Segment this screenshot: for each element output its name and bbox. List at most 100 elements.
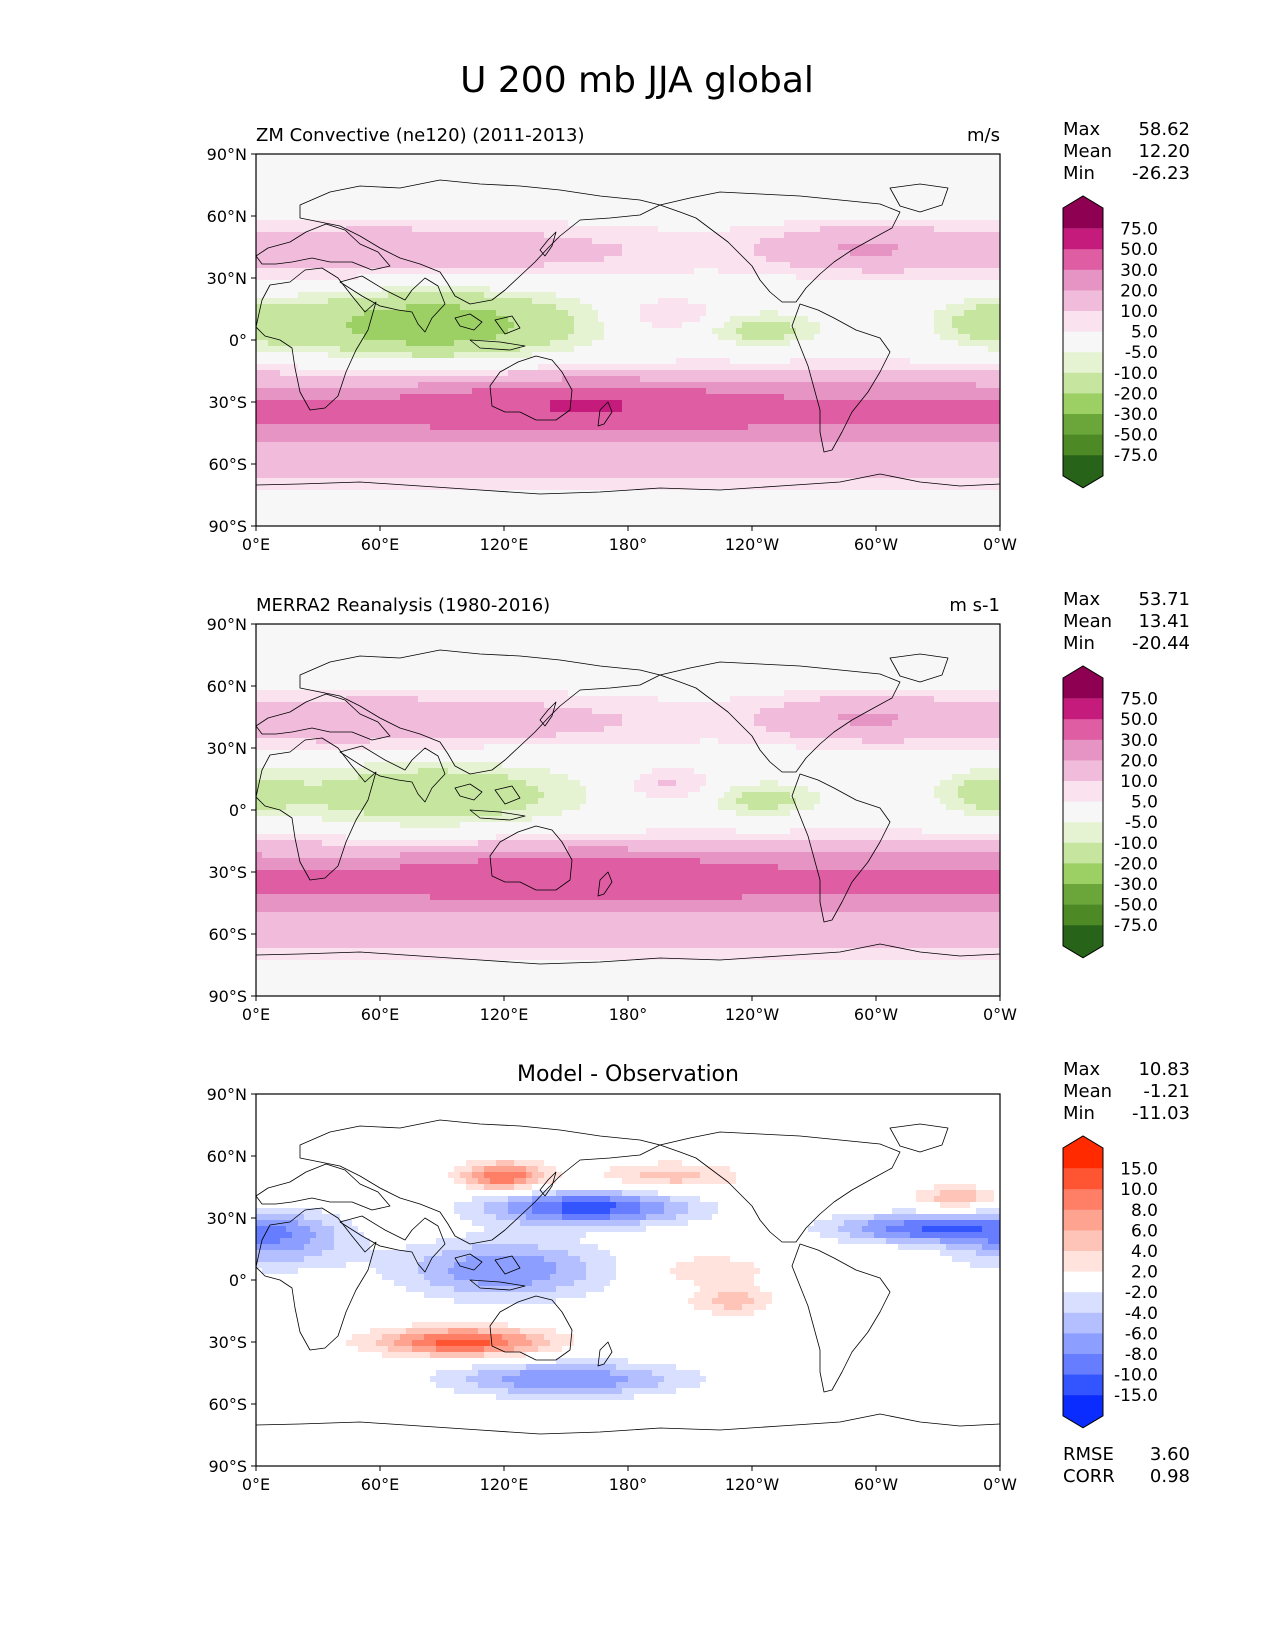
field-cell	[790, 382, 797, 389]
field-cell	[910, 226, 917, 233]
field-cell	[466, 382, 473, 389]
field-cell	[526, 262, 533, 269]
field-cell	[658, 256, 665, 263]
field-cell	[790, 232, 797, 239]
field-cell	[586, 274, 593, 281]
field-cell	[334, 286, 341, 293]
field-cell	[682, 322, 689, 329]
field-cell	[292, 328, 299, 335]
field-cell	[628, 382, 635, 389]
field-cell	[640, 262, 647, 269]
field-cell	[478, 160, 485, 167]
field-cell	[616, 226, 623, 233]
field-cell	[610, 364, 617, 371]
field-cell	[376, 202, 383, 209]
field-cell	[754, 328, 761, 335]
field-cell	[394, 160, 401, 167]
field-cell	[874, 196, 881, 203]
field-cell	[556, 376, 563, 383]
field-cell	[718, 352, 725, 359]
field-cell	[664, 250, 671, 257]
field-cell	[352, 178, 359, 185]
field-cell	[358, 232, 365, 239]
field-cell	[994, 196, 1000, 203]
field-cell	[982, 280, 989, 287]
field-cell	[994, 154, 1000, 161]
field-cell	[406, 226, 413, 233]
field-cell	[904, 250, 911, 257]
field-cell	[754, 232, 761, 239]
field-cell	[748, 370, 755, 377]
field-cell	[718, 370, 725, 377]
field-cell	[478, 382, 485, 389]
field-cell	[436, 358, 443, 365]
field-cell	[538, 232, 545, 239]
field-cell	[364, 292, 371, 299]
field-cell	[322, 154, 329, 161]
field-cell	[280, 232, 287, 239]
field-cell	[688, 154, 695, 161]
field-cell	[418, 256, 425, 263]
field-cell	[406, 190, 413, 197]
field-cell	[382, 202, 389, 209]
field-cell	[712, 292, 719, 299]
field-cell	[586, 346, 593, 353]
field-cell	[892, 160, 899, 167]
field-cell	[586, 184, 593, 191]
field-cell	[730, 256, 737, 263]
field-cell	[676, 160, 683, 167]
field-cell	[760, 388, 767, 395]
field-cell	[328, 346, 335, 353]
field-cell	[418, 298, 425, 305]
field-cell	[364, 268, 371, 275]
field-cell	[292, 346, 299, 353]
field-cell	[526, 202, 533, 209]
field-cell	[556, 184, 563, 191]
field-cell	[352, 244, 359, 251]
field-cell	[292, 376, 299, 383]
field-cell	[520, 310, 527, 317]
field-cell	[880, 196, 887, 203]
field-cell	[382, 292, 389, 299]
field-cell	[676, 334, 683, 341]
field-cell	[628, 160, 635, 167]
field-cell	[298, 250, 305, 257]
field-cell	[346, 382, 353, 389]
field-cell	[562, 370, 569, 377]
field-cell	[934, 202, 941, 209]
field-cell	[814, 190, 821, 197]
field-cell	[412, 346, 419, 353]
field-cell	[724, 190, 731, 197]
field-cell	[928, 154, 935, 161]
field-cell	[922, 310, 929, 317]
field-cell	[790, 322, 797, 329]
field-cell	[808, 154, 815, 161]
field-cell	[310, 154, 317, 161]
field-cell	[502, 214, 509, 221]
field-cell	[910, 304, 917, 311]
field-cell	[496, 280, 503, 287]
field-cell	[724, 322, 731, 329]
field-cell	[478, 226, 485, 233]
field-cell	[904, 376, 911, 383]
field-cell	[658, 316, 665, 323]
field-cell	[304, 292, 311, 299]
field-cell	[628, 310, 635, 317]
field-cell	[532, 328, 539, 335]
field-cell	[766, 184, 773, 191]
field-cell	[370, 154, 377, 161]
field-cell	[712, 316, 719, 323]
field-cell	[976, 196, 983, 203]
field-cell	[994, 262, 1000, 269]
field-cell	[292, 196, 299, 203]
field-cell	[820, 304, 827, 311]
field-cell	[808, 328, 815, 335]
field-cell	[568, 328, 575, 335]
field-cell	[910, 256, 917, 263]
field-cell	[748, 232, 755, 239]
field-cell	[808, 298, 815, 305]
field-cell	[400, 328, 407, 335]
field-cell	[586, 376, 593, 383]
field-cell	[598, 160, 605, 167]
field-cell	[664, 184, 671, 191]
